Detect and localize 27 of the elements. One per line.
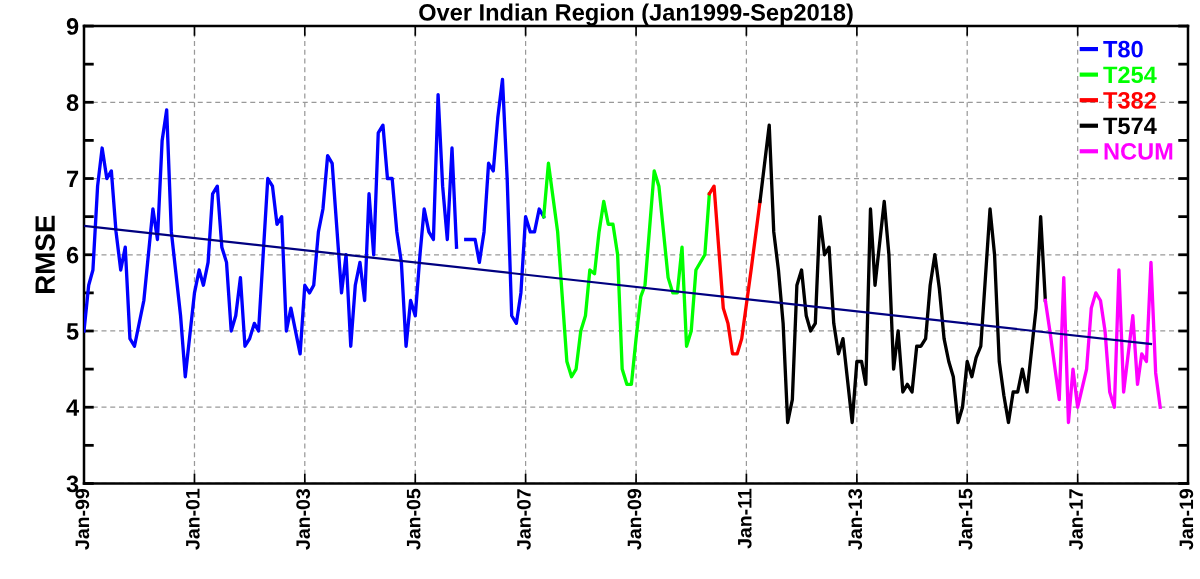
chart-title: Over Indian Region (Jan1999-Sep2018) [419, 3, 853, 26]
y-tick-label: 7 [67, 170, 79, 188]
x-tick-label: Jan-07 [517, 489, 531, 550]
line-series [707, 184, 762, 356]
legend-label: T382 [1103, 91, 1156, 109]
x-tick-label: Jan-05 [406, 488, 421, 550]
y-tick-label: 8 [66, 94, 79, 112]
line-series [758, 123, 1047, 425]
x-tick-label: Jan-15 [958, 488, 973, 550]
x-tick-label: Jan-19 [1179, 489, 1194, 550]
legend-label: T254 [1103, 66, 1157, 84]
x-tick-label: Jan-11 [738, 488, 752, 549]
y-tick-label: 5 [66, 323, 79, 340]
x-tick-label: Jan-17 [1069, 489, 1083, 550]
x-tick-label: Jan-13 [848, 489, 863, 550]
y-axis-title: RMSE [35, 215, 55, 294]
x-tick-label: Jan-01 [185, 488, 200, 550]
x-tick-label: Jan-03 [296, 489, 311, 550]
legend-label: T574 [1103, 117, 1157, 135]
y-tick-label: 6 [66, 246, 79, 264]
y-tick-label: 4 [66, 399, 80, 416]
legend-label: T80 [1103, 40, 1143, 58]
line-series [1043, 260, 1162, 425]
legend-label: NCUM [1104, 143, 1173, 160]
y-tick-label: 9 [66, 18, 79, 35]
x-tick-label: Jan-09 [627, 489, 642, 550]
line-series [542, 161, 712, 387]
